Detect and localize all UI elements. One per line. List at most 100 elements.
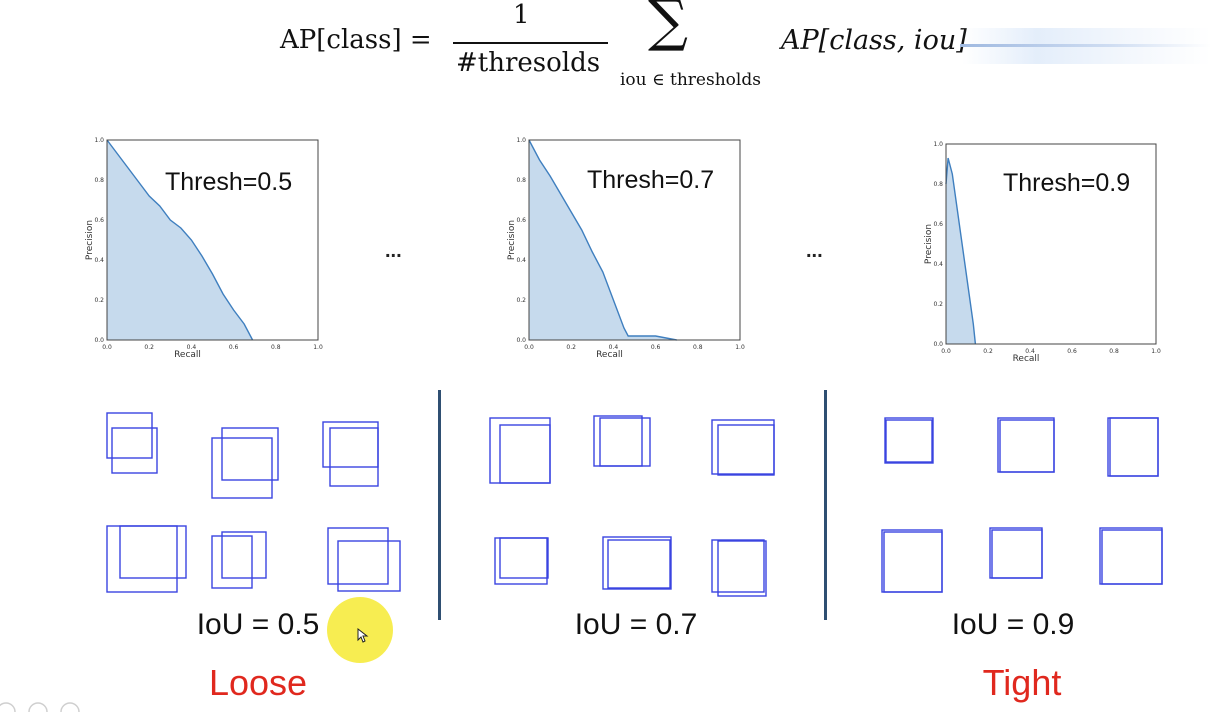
x-tick-label: 0.4: [1025, 348, 1035, 355]
x-tick-label: 0.8: [693, 344, 703, 351]
pr-curve-svg: 0.0 0.2 0.4 0.6 0.8 1.0 0.0 0.2 0.4 0.6 0.8 1.0 Reca…: [924, 141, 1161, 364]
control-icon-2[interactable]: [28, 702, 48, 712]
ap-formula: AP[class] = 1 #thresolds ∑ iou ∈ thresho…: [270, 0, 990, 100]
group-divider-1: [438, 390, 441, 620]
pr-area: [946, 158, 976, 344]
formula-denominator: #thresolds: [456, 48, 601, 78]
ellipsis-2: ...: [806, 240, 823, 262]
pr-curve-line: [106, 139, 254, 341]
group-divider-2: [824, 390, 827, 620]
ground-truth-box: [489, 417, 551, 484]
predicted-box: [999, 419, 1055, 473]
predicted-box: [111, 427, 158, 474]
pr-curve-svg: 0.0 0.2 0.4 0.6 0.8 1.0 0.0 0.2 0.4 0.6 0.8 1.0 Reca…: [85, 137, 323, 360]
ground-truth-box: [884, 417, 934, 464]
x-tick-label: 0.6: [1067, 348, 1077, 355]
glare-line: [960, 44, 1211, 47]
ground-truth-box: [711, 419, 775, 475]
ground-truth-box: [602, 536, 672, 590]
predicted-box: [607, 539, 671, 589]
ground-truth-box: [494, 537, 548, 585]
y-tick-label: 1.0: [516, 137, 526, 144]
x-tick-label: 0.2: [983, 348, 993, 355]
y-tick-label: 0.0: [94, 337, 104, 344]
control-icon-3[interactable]: [60, 702, 80, 712]
predicted-box: [329, 427, 379, 487]
ellipsis-1: ...: [385, 240, 402, 262]
y-tick-label: 0.2: [516, 297, 526, 304]
iou-label-tight: IoU = 0.9: [951, 608, 1075, 641]
pr-curve-chart-0.9: 0.0 0.2 0.4 0.6 0.8 1.0 0.0 0.2 0.4 0.6 0.8 1.0 Reca…: [918, 137, 1161, 364]
x-tick-label: 1.0: [735, 344, 745, 351]
y-tick-label: 0.0: [933, 341, 943, 348]
ground-truth-box: [322, 421, 379, 468]
ground-truth-box: [997, 417, 1055, 473]
y-tick-label: 1.0: [94, 137, 104, 144]
y-axis-label: Precision: [85, 220, 95, 260]
y-tick-label: 0.2: [933, 301, 943, 308]
x-tick-label: 0.8: [1109, 348, 1119, 355]
iou-label-loose: IoU = 0.5: [196, 608, 320, 641]
pr-area: [529, 140, 677, 340]
predicted-box: [883, 531, 943, 593]
predicted-box: [885, 419, 933, 463]
pr-area: [107, 140, 253, 340]
pr-curve-chart-0.7: 0.0 0.2 0.4 0.6 0.8 1.0 0.0 0.2 0.4 0.6 0.8 1.0 Reca…: [502, 135, 745, 360]
x-tick-label: 0.2: [144, 344, 154, 351]
x-tick-label: 0.2: [566, 344, 576, 351]
ground-truth-box: [989, 527, 1043, 579]
ground-truth-box: [211, 437, 273, 499]
predicted-box: [717, 540, 767, 597]
y-axis-label: Precision: [924, 224, 934, 264]
x-tick-label: 0.6: [229, 344, 239, 351]
predicted-box: [499, 537, 549, 579]
x-tick-label: 1.0: [1151, 348, 1161, 355]
predicted-box: [499, 424, 551, 484]
predicted-box: [119, 525, 187, 579]
player-controls: [0, 702, 80, 712]
plot-frame: [945, 143, 1157, 345]
ground-truth-box: [106, 412, 153, 459]
formula-numerator: 1: [513, 0, 530, 30]
pr-curve-chart-0.5: 0.0 0.2 0.4 0.6 0.8 1.0 0.0 0.2 0.4 0.6 0.8 1.0 Reca…: [80, 135, 323, 360]
mouse-cursor-icon: [357, 628, 369, 643]
tag-tight: Tight: [982, 662, 1062, 703]
y-tick-label: 0.6: [516, 217, 526, 224]
y-tick-label: 0.8: [94, 177, 104, 184]
y-tick-label: 0.8: [933, 181, 943, 188]
ground-truth-box: [881, 529, 943, 593]
predicted-box: [599, 417, 651, 467]
y-tick-label: 0.4: [516, 257, 526, 264]
x-tick-label: 0.4: [609, 344, 619, 351]
x-tick-label: 0.4: [187, 344, 197, 351]
y-tick-label: 0.0: [516, 337, 526, 344]
pr-curve-line: [945, 157, 977, 345]
chart-title: Thresh=0.9: [1003, 169, 1130, 197]
y-tick-label: 0.6: [94, 217, 104, 224]
x-tick-label: 0.0: [102, 344, 112, 351]
x-tick-label: 1.0: [313, 344, 323, 351]
formula-sum-symbol: ∑: [648, 0, 688, 54]
chart-title: Thresh=0.7: [587, 166, 714, 194]
y-tick-label: 0.6: [933, 221, 943, 228]
x-tick-label: 0.8: [271, 344, 281, 351]
ground-truth-box: [106, 525, 178, 593]
predicted-box: [337, 540, 401, 592]
y-tick-label: 0.4: [94, 257, 104, 264]
control-icon-1[interactable]: [0, 702, 16, 712]
predicted-box: [717, 424, 775, 476]
formula-lhs: AP[class] =: [280, 25, 432, 55]
ground-truth-box: [211, 535, 253, 589]
tag-loose: Loose: [208, 662, 308, 703]
ground-truth-box: [327, 527, 389, 585]
formula-fraction-bar: [453, 42, 608, 44]
formula-rhs: AP[class, iou]: [781, 25, 967, 56]
formula-subscript: iou ∈ thresholds: [620, 70, 761, 90]
x-axis-label: Recall: [174, 350, 201, 360]
x-tick-label: 0.0: [524, 344, 534, 351]
y-axis-label: Precision: [507, 220, 517, 260]
y-tick-label: 0.8: [516, 177, 526, 184]
x-axis-label: Recall: [1013, 354, 1040, 364]
ground-truth-box: [1107, 417, 1159, 477]
y-tick-label: 0.2: [94, 297, 104, 304]
